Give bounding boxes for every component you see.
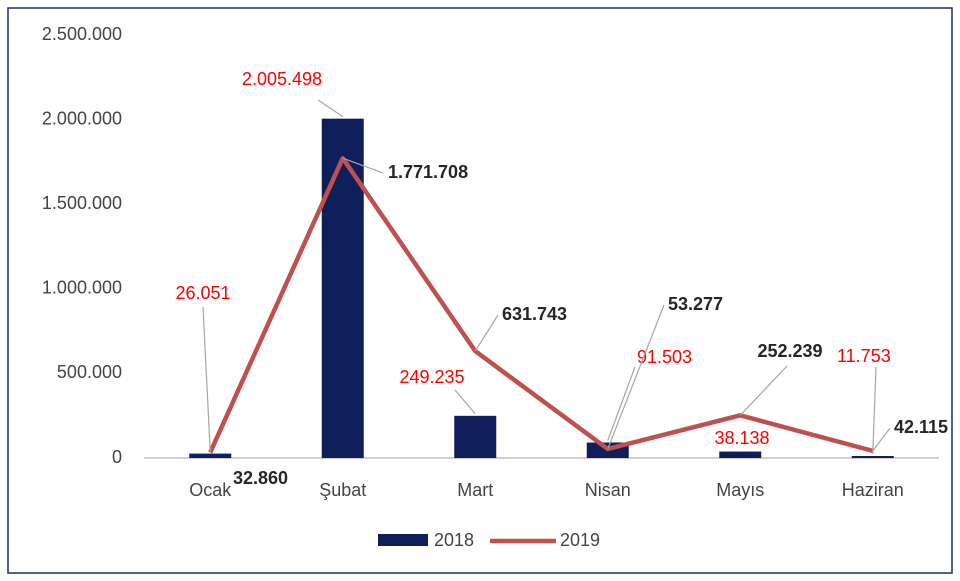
data-label: 38.138 [714,428,769,448]
data-label: 2.005.498 [242,69,322,89]
data-label: 11.753 [837,346,891,366]
legend-label: 2018 [434,530,474,550]
x-tick-label: Ocak [189,480,232,500]
leader-line [202,306,211,452]
x-tick-label: Şubat [319,480,366,500]
bar [321,118,364,458]
y-tick-label: 2.000.000 [42,108,122,128]
y-tick-label: 1.500.000 [42,193,122,213]
line-series [208,155,874,454]
leader-line [342,157,384,174]
x-tick-label: Mayıs [716,480,764,500]
leader-line [607,366,636,441]
bar [454,415,497,458]
data-label: 252.239 [757,341,822,361]
bar [851,456,894,458]
y-tick-label: 1.000.000 [42,278,122,298]
leader-line [317,99,344,118]
y-tick-label: 2.500.000 [42,24,122,44]
x-tick-label: Haziran [842,480,904,500]
data-label: 249.235 [399,367,464,387]
leader-line [474,314,499,352]
bar [189,453,232,458]
chart-border [7,7,953,574]
legend-label: 2019 [560,530,600,550]
x-tick-label: Nisan [585,480,631,500]
leader-line [872,427,891,452]
data-label: 631.743 [502,304,567,324]
x-tick-label: Mart [457,480,493,500]
data-label: 32.860 [233,468,288,488]
leader-line [607,304,665,450]
leader-line [872,366,877,455]
legend-swatch [378,534,428,546]
bar [719,451,762,458]
data-label: 26.051 [175,283,230,303]
leader-line [739,365,788,416]
y-tick-label: 0 [112,447,122,467]
y-tick-label: 500.000 [57,362,122,382]
data-label: 42.115 [894,417,948,437]
data-label: 91.503 [637,347,692,367]
data-label: 1.771.708 [388,162,468,182]
leader-line [454,389,476,415]
data-label: 53.277 [668,294,723,314]
